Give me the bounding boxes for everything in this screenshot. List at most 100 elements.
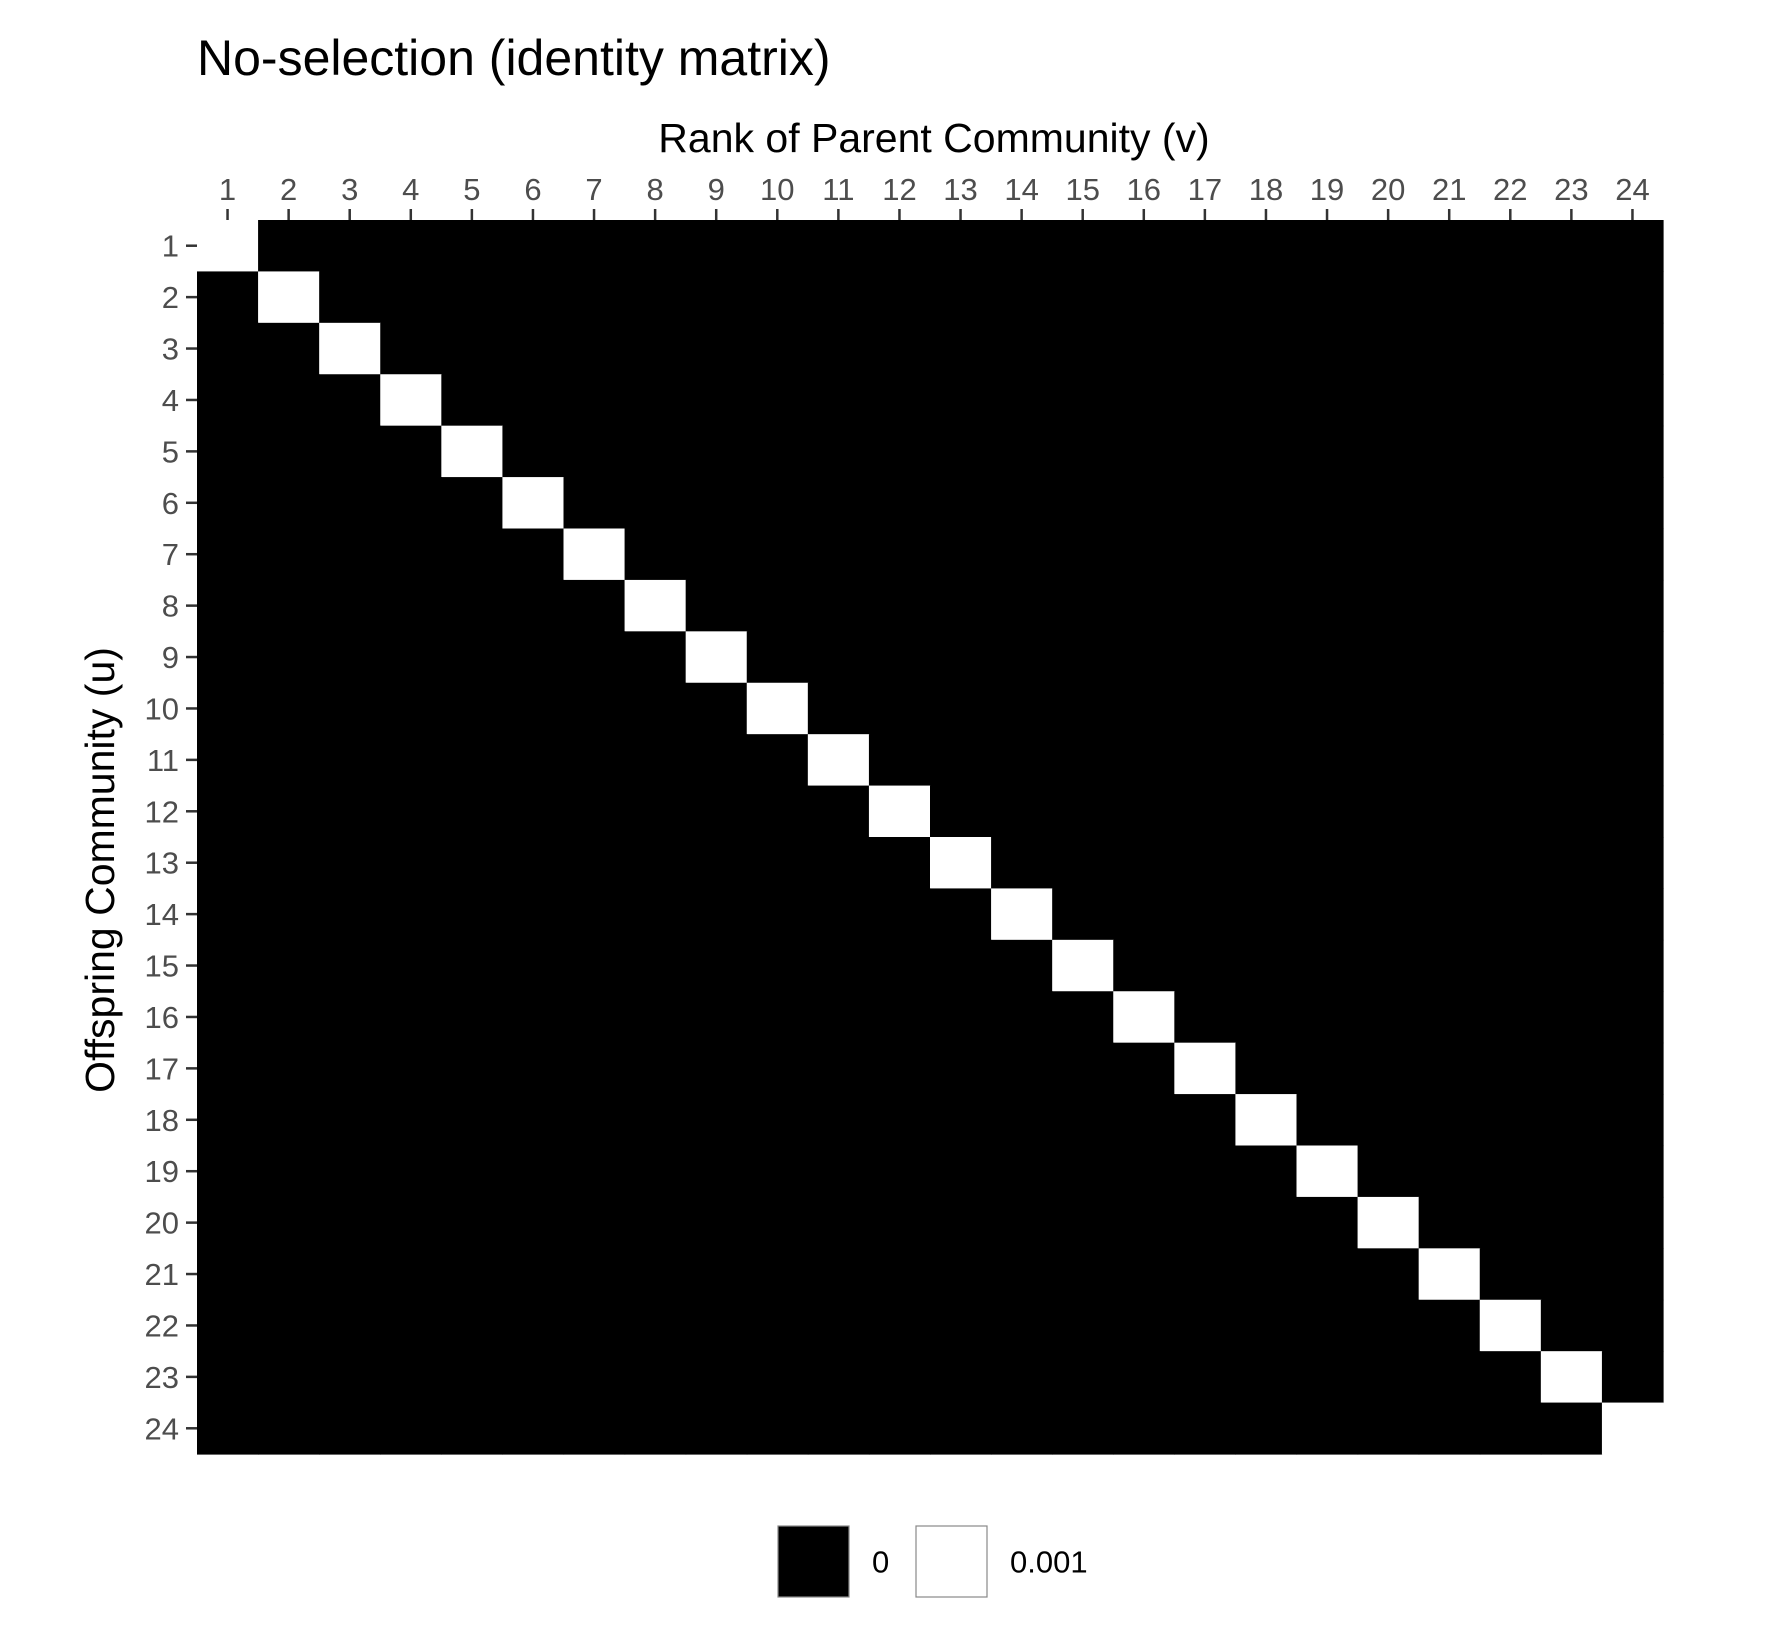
heatmap-cell	[1174, 220, 1237, 273]
heatmap-cell	[1357, 939, 1420, 992]
heatmap-cell	[991, 785, 1053, 838]
heatmap-cell	[991, 734, 1053, 787]
heatmap-cell	[624, 888, 687, 941]
heatmap-cell	[1357, 991, 1420, 1044]
heatmap-cell	[624, 1402, 687, 1455]
heatmap-cell	[1418, 1248, 1481, 1301]
heatmap-cell	[1052, 425, 1114, 478]
heatmap-cell	[197, 1248, 259, 1301]
heatmap-cell	[258, 374, 320, 427]
heatmap-cell	[563, 1196, 626, 1249]
heatmap-cell	[868, 1351, 931, 1404]
heatmap-cell	[1235, 1351, 1298, 1404]
heatmap-cell	[991, 374, 1053, 427]
x-tick-label: 4	[402, 172, 419, 207]
heatmap-cell	[1479, 1145, 1542, 1198]
heatmap-cell	[1235, 425, 1298, 478]
heatmap-cell	[380, 991, 442, 1044]
y-tick-label: 21	[145, 1257, 179, 1292]
heatmap-cell	[1235, 888, 1298, 941]
heatmap-cell	[1052, 837, 1114, 890]
heatmap-cell	[502, 322, 565, 375]
heatmap-cell	[1296, 425, 1359, 478]
heatmap-cell	[1113, 1402, 1175, 1455]
heatmap-cell	[1296, 734, 1359, 787]
heatmap-cell	[930, 1351, 992, 1404]
heatmap-cell	[1113, 1248, 1175, 1301]
heatmap-cell	[258, 1145, 320, 1198]
x-tick-label: 2	[280, 172, 297, 207]
heatmap-cell	[1601, 220, 1664, 273]
x-axis-title: Rank of Parent Community (v)	[658, 115, 1209, 161]
heatmap-cell	[502, 528, 565, 581]
heatmap-cell	[380, 220, 442, 273]
heatmap-cell	[563, 1402, 626, 1455]
heatmap-cell	[258, 1042, 320, 1095]
heatmap-cell	[1113, 1145, 1175, 1198]
heatmap-cell	[502, 1402, 565, 1455]
heatmap-cell	[1235, 682, 1298, 735]
heatmap-cell	[1235, 220, 1298, 273]
heatmap-cell	[1479, 1299, 1542, 1352]
heatmap-cell	[380, 939, 442, 992]
heatmap-cell	[685, 1402, 748, 1455]
heatmap-cell	[441, 734, 504, 787]
heatmap-cell	[685, 631, 748, 684]
heatmap-cell	[563, 1094, 626, 1147]
heatmap-cell	[624, 734, 687, 787]
x-tick-label: 23	[1554, 172, 1588, 207]
heatmap-cell	[441, 425, 504, 478]
heatmap-cell	[380, 1042, 442, 1095]
heatmap-cell	[1296, 1145, 1359, 1198]
heatmap-cell	[1235, 1042, 1298, 1095]
x-tick-label: 16	[1127, 172, 1161, 207]
heatmap-cell	[563, 734, 626, 787]
heatmap-cell	[868, 1145, 931, 1198]
heatmap-cell	[563, 579, 626, 632]
heatmap-cell	[258, 1094, 320, 1147]
heatmap-cell	[868, 322, 931, 375]
heatmap-cell	[319, 631, 381, 684]
heatmap-cell	[624, 528, 687, 581]
heatmap-cell	[258, 682, 320, 735]
heatmap-cell	[380, 837, 442, 890]
heatmap-cell	[1113, 991, 1175, 1044]
heatmap-cell	[991, 1351, 1053, 1404]
heatmap-cell	[624, 1248, 687, 1301]
heatmap-cell	[930, 1299, 992, 1352]
heatmap-cell	[1296, 991, 1359, 1044]
legend: 0 0.001	[777, 1525, 1088, 1598]
heatmap-cell	[319, 477, 381, 530]
heatmap-cell	[1418, 1145, 1481, 1198]
heatmap-cell	[1479, 1351, 1542, 1404]
heatmap-cell	[1357, 1094, 1420, 1147]
heatmap-cell	[197, 220, 259, 273]
heatmap-cell	[868, 888, 931, 941]
heatmap-cell	[1540, 1094, 1603, 1147]
heatmap-cell	[991, 631, 1053, 684]
heatmap-cell	[1296, 1351, 1359, 1404]
heatmap-cell	[1113, 785, 1175, 838]
heatmap-cell	[868, 991, 931, 1044]
heatmap-cell	[1357, 271, 1420, 324]
y-axis-title: Offspring Community (u)	[77, 647, 123, 1093]
heatmap-cell	[1174, 991, 1237, 1044]
x-tick-label: 12	[882, 172, 916, 207]
heatmap-cell	[380, 1145, 442, 1198]
heatmap-cell	[1174, 1351, 1237, 1404]
heatmap-cell	[1235, 1248, 1298, 1301]
heatmap-cell	[319, 785, 381, 838]
heatmap-cell	[319, 1042, 381, 1095]
heatmap-cell	[1479, 425, 1542, 478]
heatmap-cell	[502, 220, 565, 273]
heatmap-cell	[807, 477, 870, 530]
heatmap-cell	[868, 374, 931, 427]
heatmap-cell	[1113, 1094, 1175, 1147]
heatmap-cell	[685, 1196, 748, 1249]
heatmap-cell	[1174, 1248, 1237, 1301]
heatmap-cell	[930, 425, 992, 478]
heatmap-cell	[1540, 888, 1603, 941]
heatmap-cell	[991, 579, 1053, 632]
heatmap-cell	[380, 734, 442, 787]
